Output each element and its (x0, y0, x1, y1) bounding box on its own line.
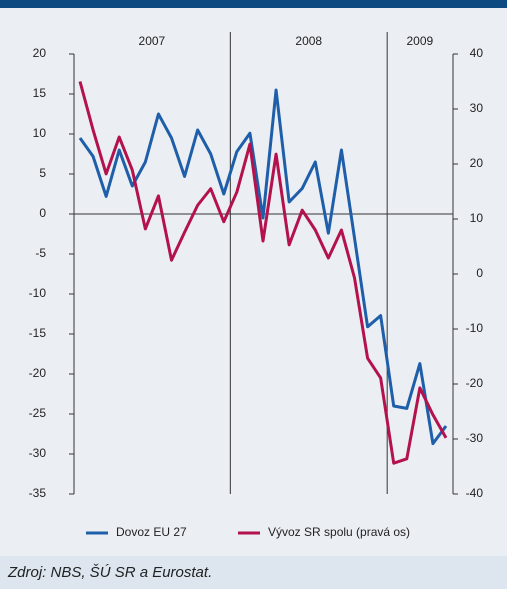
y-tick-label: -5 (35, 246, 46, 260)
year-label: 2007 (139, 34, 166, 48)
y2-tick-label: -10 (466, 321, 484, 335)
y-tick-label: -30 (29, 446, 47, 460)
y-tick-label: 5 (39, 166, 46, 180)
y2-tick-label: -30 (466, 431, 484, 445)
y-tick-label: 10 (33, 126, 47, 140)
y-tick-label: -20 (29, 366, 47, 380)
year-label: 2009 (407, 34, 434, 48)
y2-tick-label: 20 (470, 156, 484, 170)
y2-tick-label: 40 (470, 46, 484, 60)
series-line (78, 81, 448, 465)
year-label: 2008 (295, 34, 322, 48)
legend-label: Vývoz SR spolu (pravá os) (268, 525, 410, 539)
y-tick-label: -35 (29, 486, 47, 500)
y-tick-label: 20 (33, 46, 47, 60)
y2-tick-label: 0 (476, 266, 483, 280)
y2-tick-label: -20 (466, 376, 484, 390)
y-tick-label: 0 (39, 206, 46, 220)
top-bar (0, 0, 507, 8)
y-tick-label: 15 (33, 86, 47, 100)
source: Zdroj: NBS, ŠÚ SR a Eurostat. (0, 556, 507, 589)
chart: -35 -30 -25 -20 -15 -10 -5 0 5 10 15 20 -40 -30 -20 -10… (0, 0, 507, 539)
y-tick-label: -25 (29, 406, 47, 420)
y2-tick-label: 30 (470, 101, 484, 115)
y-tick-label: -15 (29, 326, 47, 340)
y2-tick-label: -40 (466, 486, 484, 500)
series-line (78, 88, 448, 446)
legend-label: Dovoz EU 27 (116, 525, 187, 539)
y-tick-label: -10 (29, 286, 47, 300)
y2-tick-label: 10 (470, 211, 484, 225)
